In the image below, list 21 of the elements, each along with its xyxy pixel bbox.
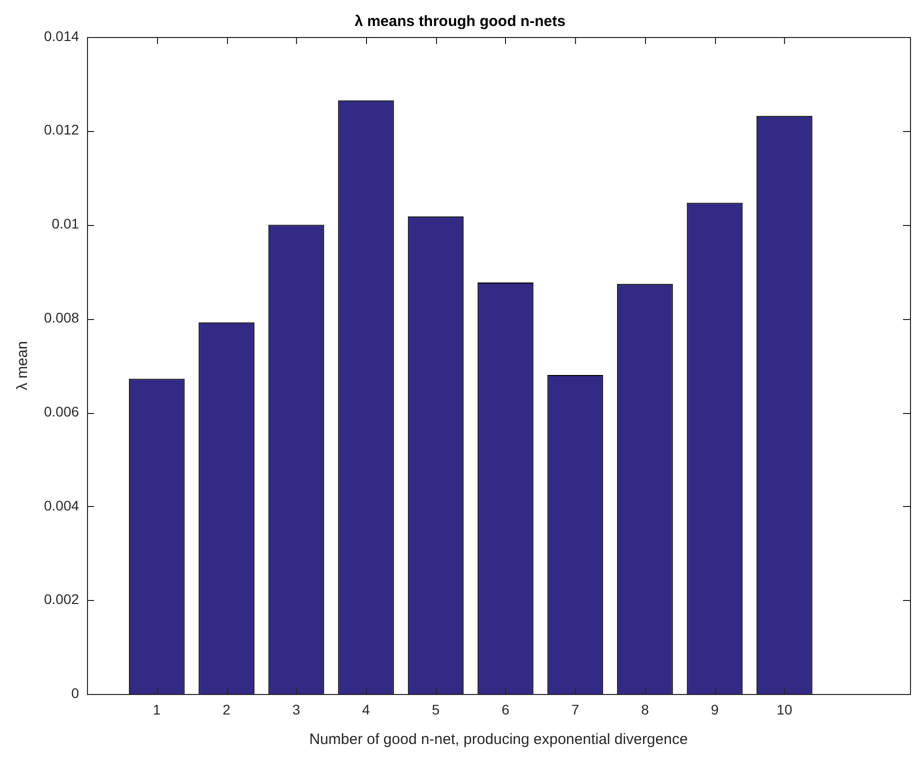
x-tick-label: 7 <box>571 701 580 718</box>
y-tick-label: 0 <box>71 685 80 702</box>
x-tick-label: 6 <box>502 701 510 718</box>
y-tick-label: 0.008 <box>44 310 80 326</box>
x-axis-title: Number of good n-net, producing exponential divergence <box>309 731 688 748</box>
y-tick-label: 0.01 <box>52 216 80 232</box>
y-tick-label: 0.002 <box>44 591 80 608</box>
y-tick-label: 0.012 <box>44 122 80 138</box>
y-axis-title: λ mean <box>14 341 32 390</box>
x-tick-label: 3 <box>292 701 300 718</box>
x-tick-label: 9 <box>710 701 719 718</box>
x-tick-label: 2 <box>222 701 231 718</box>
x-tick-label: 1 <box>152 701 161 718</box>
y-tick-label: 0.004 <box>44 497 80 514</box>
chart-title: λ means through good n-nets <box>354 13 566 30</box>
x-tick-label: 10 <box>776 701 792 718</box>
x-tick-label: 8 <box>641 701 650 718</box>
x-tick-label: 4 <box>362 701 370 718</box>
x-tick-label: 5 <box>432 701 440 718</box>
y-tick-label: 0.006 <box>44 403 80 420</box>
y-tick-label: 0.014 <box>44 28 80 44</box>
